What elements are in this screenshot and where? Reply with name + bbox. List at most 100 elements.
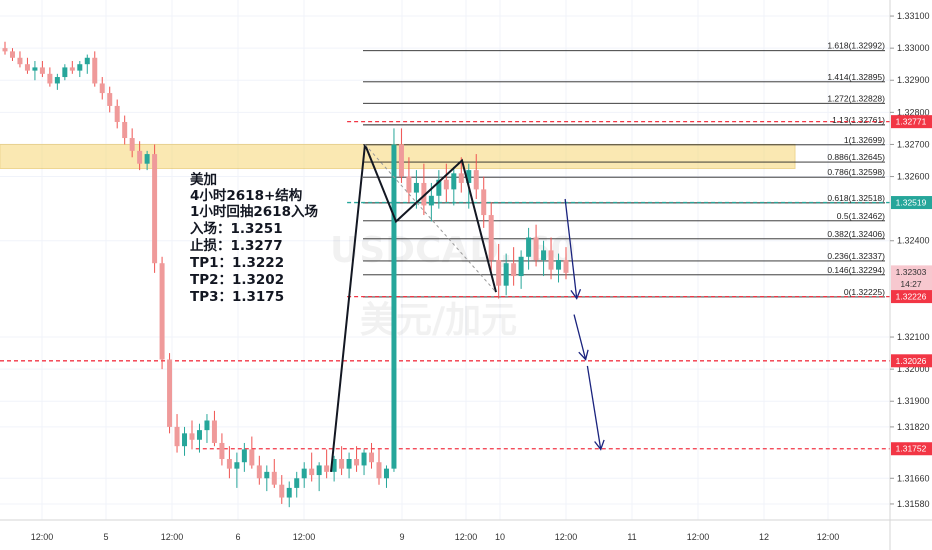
price-badge-label: 1.32771 xyxy=(896,117,927,127)
trade-note: 美加 4小时2618+结构 1小时回抽2618入场 入场：1.3251 止损：1… xyxy=(190,171,318,305)
note-line-1: 美加 xyxy=(190,171,217,188)
candle-body xyxy=(369,452,375,463)
candle-body xyxy=(32,67,38,71)
candle-body xyxy=(503,263,509,286)
candle-body xyxy=(511,263,517,277)
projection-arrow[interactable] xyxy=(573,314,587,360)
candle-body xyxy=(391,144,397,469)
candle-body xyxy=(301,468,307,479)
fib-level-label: 0.146(1.32294) xyxy=(827,265,885,275)
candle-body xyxy=(533,237,539,260)
candle-body xyxy=(354,459,360,466)
candle-body xyxy=(339,459,345,469)
note-line-5: 止损：1.3277 xyxy=(190,237,283,254)
x-tick-label: 12:00 xyxy=(687,532,710,542)
projection-arrow-head xyxy=(570,289,582,300)
projection-arrow-head xyxy=(594,439,605,451)
candle-body xyxy=(84,57,90,65)
candle-body xyxy=(279,484,285,498)
candle-body xyxy=(451,173,457,190)
candle-body xyxy=(167,359,173,427)
x-tick-label: 5 xyxy=(103,532,108,542)
candle-body xyxy=(526,237,532,257)
candle-body xyxy=(458,173,464,183)
note-line-7: TP2：1.3202 xyxy=(190,272,284,288)
candle-body xyxy=(398,144,404,177)
projection-arrow[interactable] xyxy=(586,365,602,450)
candle-body xyxy=(286,487,292,498)
candle-body xyxy=(159,263,165,360)
candle-body xyxy=(376,462,382,479)
y-tick-label: 1.33100 xyxy=(897,11,930,21)
candle-body xyxy=(264,471,270,479)
fib-level-label: 0.382(1.32406) xyxy=(827,229,885,239)
price-badge xyxy=(891,265,932,279)
y-tick-label: 1.32800 xyxy=(897,107,930,117)
fib-level-label: 1.272(1.32828) xyxy=(827,93,885,103)
price-badge-label: 1.32026 xyxy=(896,356,927,366)
candle-body xyxy=(24,64,30,71)
symbol-watermark-cn: 美元/加元 xyxy=(360,300,517,341)
x-tick-label: 9 xyxy=(399,532,404,542)
candle-body xyxy=(256,465,262,479)
y-tick-label: 1.32600 xyxy=(897,172,930,182)
candle-body xyxy=(226,459,232,469)
candle-body xyxy=(137,150,143,164)
candle-body xyxy=(144,154,150,164)
fib-level-label: 1.414(1.32895) xyxy=(827,72,885,82)
candle-body xyxy=(182,433,188,447)
arrows-layer[interactable] xyxy=(564,198,605,451)
candle-body xyxy=(548,250,554,270)
fib-level-label: 0(1.32225) xyxy=(844,287,885,297)
x-tick-label: 12 xyxy=(759,532,769,542)
candle-body xyxy=(428,195,434,206)
x-axis[interactable]: 12:00 5 12:00 6 12:00 9 12:00 10 12:00 11 12:00 12 1… xyxy=(31,532,840,542)
candle-body xyxy=(204,420,210,431)
candle-body xyxy=(174,426,180,447)
y-tick-label: 1.32100 xyxy=(897,332,930,342)
candle-body xyxy=(436,179,442,196)
candle-body xyxy=(383,468,389,479)
fib-level-label: 1.13(1.32761) xyxy=(832,115,885,125)
candle-body xyxy=(152,154,158,264)
projection-arrow-head xyxy=(578,349,589,361)
zigzag-pattern[interactable] xyxy=(330,144,497,472)
pattern-layer[interactable] xyxy=(330,144,497,472)
candle-body xyxy=(54,77,60,84)
candle-body xyxy=(9,51,15,58)
candle-body xyxy=(541,250,547,260)
candle-body xyxy=(69,67,75,71)
candle-body xyxy=(39,67,45,74)
x-tick-label: 12:00 xyxy=(555,532,578,542)
grid xyxy=(0,0,890,520)
price-badge xyxy=(891,196,932,210)
candle-body xyxy=(361,452,367,466)
candle-body xyxy=(47,73,53,84)
candle-body xyxy=(563,260,569,273)
horizontal-lines-layer[interactable] xyxy=(0,121,890,450)
y-tick-label: 1.31660 xyxy=(897,473,930,483)
note-line-8: TP3：1.3175 xyxy=(190,289,284,305)
y-tick-label: 1.32900 xyxy=(897,75,930,85)
fib-level-label: 1.618(1.32992) xyxy=(827,41,885,51)
x-tick-label: 12:00 xyxy=(817,532,840,542)
projection-arrow[interactable] xyxy=(564,198,578,299)
candle-body xyxy=(129,138,135,151)
candle-body xyxy=(481,189,487,216)
candle-body xyxy=(77,64,83,71)
x-tick-label: 12:00 xyxy=(293,532,316,542)
candle-body xyxy=(211,420,217,443)
candle-body xyxy=(189,433,195,440)
price-badges: 1.32771 1.32519 1.32303 14:27 1.32226 1.32026… xyxy=(891,115,932,456)
candle-body xyxy=(122,121,128,139)
y-axis[interactable]: 1.33100 1.33000 1.32900 1.32800 1.32700 1.326… xyxy=(890,11,930,509)
candle-body xyxy=(271,471,277,485)
note-line-6: TP1：1.3222 xyxy=(190,255,284,271)
candle-body xyxy=(473,170,479,190)
price-badge xyxy=(891,277,932,291)
note-line-3: 1小时回抽2618入场 xyxy=(190,203,318,220)
candle-body xyxy=(488,215,494,260)
candle-body xyxy=(316,465,322,476)
fib-level-label: 0.886(1.32645) xyxy=(827,152,885,162)
